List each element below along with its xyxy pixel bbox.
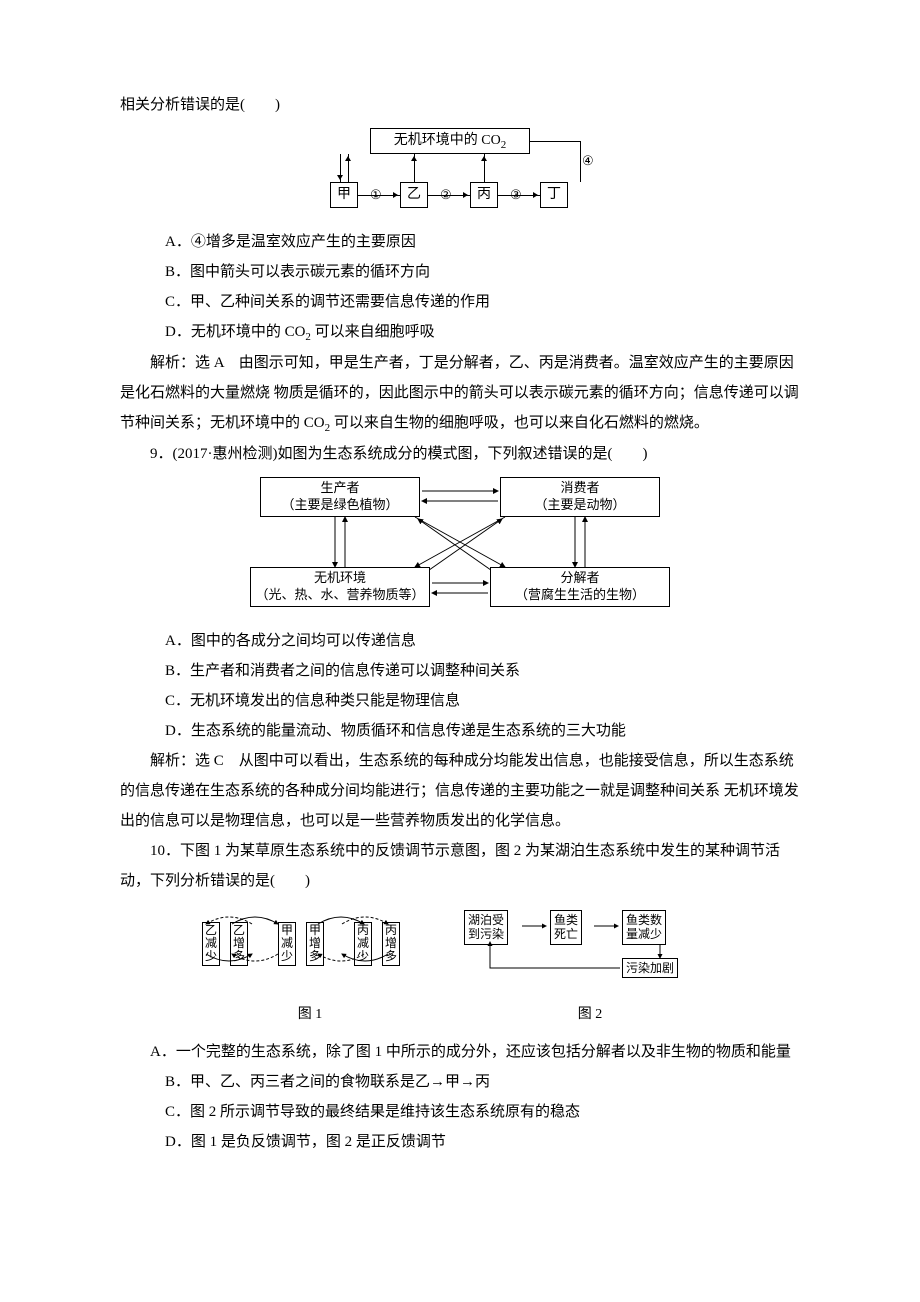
f2-b1: 湖泊受 到污染 [464, 910, 508, 945]
t: 死亡 [554, 927, 578, 941]
d2-decomposer: 分解者 （营腐生生活的生物） [490, 567, 670, 607]
q9-opt-d: D．生态系统的能量流动、物质循环和信息传递是生态系统的三大功能 [135, 716, 800, 746]
q8-opt-b: B．图中箭头可以表示碳元素的循环方向 [135, 257, 800, 287]
q9-stem: 9．(2017·惠州检测)如图为生态系统成分的模式图，下列叙述错误的是( ) [120, 439, 800, 469]
t: 乙减少 [205, 923, 217, 963]
d2-tr-l1: 消费者 [505, 480, 655, 497]
d1-top-sub: 2 [501, 139, 507, 151]
q10-fig2: 湖泊受 到污染 鱼类 死亡 鱼类数 量减少 污染加剧 [460, 904, 720, 999]
d1-num-3: ③ [510, 182, 522, 208]
f1-yi-inc: 乙增多 [230, 922, 248, 966]
q9-opt-a: A．图中的各成分之间均可以传递信息 [135, 626, 800, 656]
q10-fig1-cap: 图 1 [200, 1001, 420, 1029]
q8-diagram: 无机环境中的 CO2 甲 乙 丙 丁 ① ② ③ ④ [120, 128, 800, 219]
t: 鱼类数 [626, 913, 662, 927]
q10-opt-a: A．一个完整的生态系统，除了图 1 中所示的成分外，还应该包括分解者以及非生物的… [120, 1037, 800, 1067]
f1-yi-dec: 乙减少 [202, 922, 220, 966]
d2-consumer: 消费者 （主要是动物） [500, 477, 660, 517]
d2-producer: 生产者 （主要是绿色植物） [260, 477, 420, 517]
d1-line [530, 141, 580, 142]
d2-br-l2: （营腐生生活的生物） [495, 587, 665, 604]
q9-diagram: 生产者 （主要是绿色植物） 消费者 （主要是动物） 无机环境 （光、热、水、营养… [120, 477, 800, 618]
t: 乙增多 [233, 923, 245, 963]
f1-jia-dec: 甲减少 [278, 922, 296, 966]
t: 甲减少 [281, 923, 293, 963]
d2-tl-l2: （主要是绿色植物） [265, 497, 415, 514]
q9-opt-c: C．无机环境发出的信息种类只能是物理信息 [135, 686, 800, 716]
q8-opt-a: A．④增多是温室效应产生的主要原因 [135, 227, 800, 257]
q10-opt-b: B．甲、乙、丙三者之间的食物联系是乙→甲→丙 [135, 1067, 800, 1097]
d1-node-yi: 乙 [400, 182, 428, 208]
q10-opt-d: D．图 1 是负反馈调节，图 2 是正反馈调节 [135, 1127, 800, 1157]
q8-exp: 解析：选 A 由图示可知，甲是生产者，丁是分解者，乙、丙是消费者。温室效应产生的… [120, 348, 800, 439]
d1-top-text: 无机环境中的 CO [394, 133, 501, 148]
d1-num-4: ④ [582, 148, 594, 174]
d1-line [414, 154, 415, 182]
d1-line [580, 141, 581, 182]
d2-tr-l2: （主要是动物） [505, 497, 655, 514]
q8-lead: 相关分析错误的是( ) [120, 90, 800, 120]
f2-b3: 鱼类数 量减少 [622, 910, 666, 945]
f2-b2: 鱼类 死亡 [550, 910, 582, 945]
q10-fig2-cap: 图 2 [460, 1001, 720, 1029]
f1-jia-inc: 甲增多 [306, 922, 324, 966]
d2-tl-l1: 生产者 [265, 480, 415, 497]
q10-diagram: 乙减少 乙增多 甲减少 甲增多 丙减少 丙增多 图 1 [120, 904, 800, 1029]
d2-bl-l2: （光、热、水、营养物质等） [255, 587, 425, 604]
t: 丙增多 [385, 923, 397, 963]
d1-line [340, 154, 341, 182]
d1-node-ding: 丁 [540, 182, 568, 208]
q10-opt-c: C．图 2 所示调节导致的最终结果是维持该生态系统原有的稳态 [135, 1097, 800, 1127]
d1-node-bing: 丙 [470, 182, 498, 208]
q8-opt-d-pre: D．无机环境中的 CO [165, 324, 305, 340]
t: 甲增多 [309, 923, 321, 963]
q9-exp: 解析：选 C 从图中可以看出，生态系统的每种成分均能发出信息，也能接受信息，所以… [120, 746, 800, 836]
d2-br-l1: 分解者 [495, 570, 665, 587]
d1-num-2: ② [440, 182, 452, 208]
q8-exp-post: 可以来自生物的细胞呼吸，也可以来自化石燃料的燃烧。 [330, 415, 709, 431]
f1-bing-dec: 丙减少 [354, 922, 372, 966]
q8-opt-c: C．甲、乙种间关系的调节还需要信息传递的作用 [135, 287, 800, 317]
q9-opt-b: B．生产者和消费者之间的信息传递可以调整种间关系 [135, 656, 800, 686]
t: 到污染 [468, 927, 504, 941]
q10-stem: 10．下图 1 为某草原生态系统中的反馈调节示意图，图 2 为某湖泊生态系统中发… [120, 836, 800, 896]
q8-opt-d-post: 可以来自细胞呼吸 [311, 324, 435, 340]
d1-line [348, 154, 349, 182]
f2-b4: 污染加剧 [622, 958, 678, 978]
f1-bing-inc: 丙增多 [382, 922, 400, 966]
d1-line [484, 154, 485, 182]
d1-num-1: ① [370, 182, 382, 208]
d2-bl-l1: 无机环境 [255, 570, 425, 587]
t: 湖泊受 [468, 913, 504, 927]
d1-node-jia: 甲 [330, 182, 358, 208]
t: 丙减少 [357, 923, 369, 963]
t: 鱼类 [554, 913, 578, 927]
q10-fig1: 乙减少 乙增多 甲减少 甲增多 丙减少 丙增多 [200, 904, 420, 999]
d2-abiotic: 无机环境 （光、热、水、营养物质等） [250, 567, 430, 607]
d1-top-box: 无机环境中的 CO2 [370, 128, 530, 154]
q8-opt-d: D．无机环境中的 CO2 可以来自细胞呼吸 [135, 317, 800, 348]
t: 量减少 [626, 927, 662, 941]
